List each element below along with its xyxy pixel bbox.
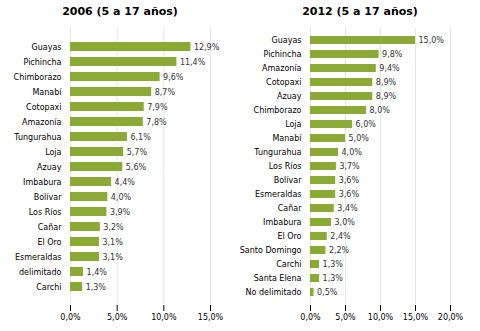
svg-text:delimitado: delimitado xyxy=(19,268,62,277)
svg-text:Carchi: Carchi xyxy=(276,260,301,269)
svg-text:5,0%: 5,0% xyxy=(335,313,356,322)
svg-text:Cañar: Cañar xyxy=(278,204,302,213)
svg-text:15,0%: 15,0% xyxy=(198,313,224,322)
svg-text:6,1%: 6,1% xyxy=(130,133,151,142)
svg-text:15,0%: 15,0% xyxy=(419,36,445,45)
svg-text:4,0%: 4,0% xyxy=(111,193,132,202)
svg-text:8,9%: 8,9% xyxy=(376,92,397,101)
svg-text:Manabí: Manabí xyxy=(32,88,62,97)
svg-text:8,0%: 8,0% xyxy=(370,106,391,115)
svg-text:5,0%: 5,0% xyxy=(349,134,370,143)
svg-text:Bolívar: Bolívar xyxy=(34,193,62,202)
svg-text:Manabí: Manabí xyxy=(272,134,302,143)
svg-text:15,0%: 15,0% xyxy=(403,313,429,322)
svg-text:5,7%: 5,7% xyxy=(127,148,148,157)
svg-text:Guayas: Guayas xyxy=(272,36,302,45)
svg-text:Esmeraldas: Esmeraldas xyxy=(255,190,302,199)
svg-text:11,4%: 11,4% xyxy=(180,58,206,67)
svg-text:Cotopaxi: Cotopaxi xyxy=(26,103,61,112)
svg-text:Amazonía: Amazonía xyxy=(22,118,62,127)
svg-text:10,0%: 10,0% xyxy=(368,313,394,322)
svg-text:Pichincha: Pichincha xyxy=(263,50,301,59)
svg-text:3,7%: 3,7% xyxy=(339,162,360,171)
svg-text:9,4%: 9,4% xyxy=(379,64,400,73)
svg-text:7,9%: 7,9% xyxy=(147,103,168,112)
svg-text:3,0%: 3,0% xyxy=(335,218,356,227)
html-text:2006 (5 a 17 años): 2006 (5 a 17 años) xyxy=(62,5,178,18)
svg-text:No delimitado: No delimitado xyxy=(246,288,302,297)
svg-text:Chimborazo: Chimborazo xyxy=(254,106,302,115)
svg-text:Imbabura: Imbabura xyxy=(263,218,302,227)
svg-text:Loja: Loja xyxy=(45,148,61,157)
svg-text:1,4%: 1,4% xyxy=(87,268,108,277)
svg-text:0,0%: 0,0% xyxy=(300,313,321,322)
svg-text:2,2%: 2,2% xyxy=(329,246,350,255)
html-text:2012 (5 a 17 años): 2012 (5 a 17 años) xyxy=(302,5,418,18)
svg-text:1,3%: 1,3% xyxy=(323,260,344,269)
svg-text:Imbabura: Imbabura xyxy=(23,178,62,187)
svg-text:3,9%: 3,9% xyxy=(110,208,131,217)
svg-text:3,1%: 3,1% xyxy=(102,253,123,262)
svg-text:10,0%: 10,0% xyxy=(151,313,177,322)
svg-text:8,7%: 8,7% xyxy=(155,88,176,97)
svg-text:9,6%: 9,6% xyxy=(163,73,184,82)
svg-text:Cañar: Cañar xyxy=(38,223,62,232)
svg-text:3,6%: 3,6% xyxy=(339,176,360,185)
svg-text:Guayas: Guayas xyxy=(32,43,62,52)
svg-text:Santa Elena: Santa Elena xyxy=(254,274,302,283)
svg-text:Los Ríos: Los Ríos xyxy=(29,208,62,217)
svg-text:Cotopaxi: Cotopaxi xyxy=(266,78,301,87)
svg-text:3,6%: 3,6% xyxy=(339,190,360,199)
svg-text:Loja: Loja xyxy=(285,120,301,129)
svg-text:Santo Domingo: Santo Domingo xyxy=(240,246,302,255)
svg-text:Los Ríos: Los Ríos xyxy=(269,162,302,171)
svg-text:El Oro: El Oro xyxy=(277,232,301,241)
svg-text:Chimborazo: Chimborazo xyxy=(14,73,62,82)
svg-text:Azuay: Azuay xyxy=(37,163,62,172)
svg-text:1,3%: 1,3% xyxy=(323,274,344,283)
svg-text:6,0%: 6,0% xyxy=(356,120,377,129)
svg-text:3,4%: 3,4% xyxy=(337,204,358,213)
svg-text:Tungurahua: Tungurahua xyxy=(253,148,301,157)
svg-text:5,0%: 5,0% xyxy=(107,313,128,322)
svg-text:4,0%: 4,0% xyxy=(342,148,363,157)
svg-text:Amazonía: Amazonía xyxy=(262,64,302,73)
svg-text:Bolívar: Bolívar xyxy=(274,176,302,185)
svg-text:5,6%: 5,6% xyxy=(126,163,147,172)
svg-text:2,4%: 2,4% xyxy=(330,232,351,241)
svg-text:3,1%: 3,1% xyxy=(102,238,123,247)
svg-text:8,9%: 8,9% xyxy=(376,78,397,87)
svg-text:3,2%: 3,2% xyxy=(103,223,124,232)
svg-text:El Oro: El Oro xyxy=(37,238,61,247)
svg-text:Azuay: Azuay xyxy=(277,92,302,101)
svg-text:Tungurahua: Tungurahua xyxy=(13,133,61,142)
svg-text:Carchi: Carchi xyxy=(36,283,61,292)
svg-text:Esmeraldas: Esmeraldas xyxy=(15,253,62,262)
svg-text:20,0%: 20,0% xyxy=(438,313,464,322)
svg-text:0,0%: 0,0% xyxy=(60,313,81,322)
svg-text:1,3%: 1,3% xyxy=(86,283,107,292)
svg-text:9,8%: 9,8% xyxy=(382,50,403,59)
svg-text:12,9%: 12,9% xyxy=(194,43,220,52)
svg-text:Pichincha: Pichincha xyxy=(23,58,61,67)
svg-text:7,8%: 7,8% xyxy=(146,118,167,127)
svg-text:0,5%: 0,5% xyxy=(317,288,338,297)
svg-text:4,4%: 4,4% xyxy=(115,178,136,187)
